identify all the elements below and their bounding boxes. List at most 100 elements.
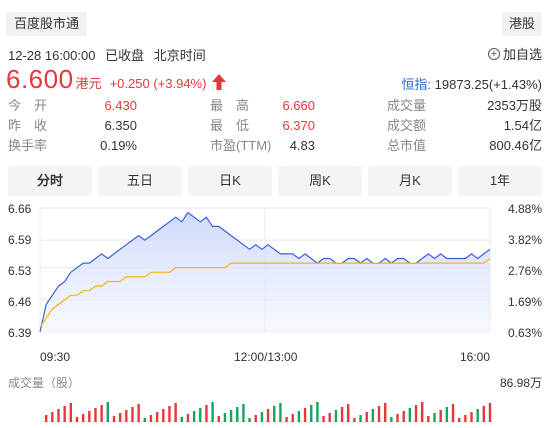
volume-bar [174,403,177,422]
intraday-chart[interactable]: 6.66 6.59 6.53 6.46 6.39 4.88% 3.82% 2.7… [0,198,550,428]
stat-value: 4.83 [289,138,315,153]
stat-value: 6.430 [104,98,137,113]
volume-bar [488,403,492,422]
stat-label: 换手率 [8,138,48,153]
quote-datetime: 12-28 16:00:00 [8,48,96,63]
add-watchlist-button[interactable]: + 加自选 [487,44,542,63]
volume-bar [359,415,362,422]
stat-turnover-rate: 换手率 0.19% [8,136,186,156]
volume-bar [94,408,97,422]
timezone-label: 北京时间 [153,48,206,63]
volume-bar [155,412,159,422]
index-info[interactable]: 恒指: 19873.25(+1.43%) [401,74,542,93]
stat-label: 总市值 [387,138,427,153]
stat-open: 今 开 6.430 [8,96,186,116]
volume-bar [328,413,331,422]
volume-bar [402,411,405,422]
tab-daily-k[interactable]: 日K [188,166,272,196]
plus-circle-icon: + [487,47,500,60]
stat-value: 800.46亿 [489,138,542,153]
volume-bar [439,410,442,422]
volume-bar [223,413,227,422]
volume-bar [44,415,48,422]
stats-row: 换手率 0.19% 市盈(TTM) 4.83 总市值 800.46亿 [8,136,542,156]
stat-label: 今 开 [8,98,48,113]
market-status: 已收盘 [105,48,145,63]
volume-bar [482,406,486,422]
tab-intraday[interactable]: 分时 [8,166,92,196]
volume-bar [316,402,319,422]
volume-bar [384,403,387,422]
volume-bar [242,404,245,422]
volume-max-label: 86.98万 [499,376,542,390]
price-area-fill [40,212,490,332]
stat-value: 1.54亿 [503,118,542,133]
volume-bar [106,402,110,422]
volume-bar [457,418,461,422]
y-axis-percent-label: 0.63% [507,326,542,340]
stat-value: 6.370 [282,118,315,133]
y-axis-price-label: 6.59 [8,233,32,247]
price-row: 6.600 港元 +0.250 (+3.94%) [6,64,227,95]
y-axis-percent-label: 1.69% [507,295,542,309]
volume-bar [75,417,79,422]
quote-time-line: 12-28 16:00:00 已收盘 北京时间 [8,45,212,64]
volume-bar [347,404,350,422]
volume-bar [51,412,54,422]
tab-monthly-k[interactable]: 月K [368,166,452,196]
volume-bar [137,404,140,422]
stat-volume: 成交量 2353万股 [364,96,542,116]
volume-bar [88,411,91,422]
volume-bar [81,414,85,422]
index-name[interactable]: 恒指: [401,77,432,92]
volume-bar [248,418,251,422]
volume-bar [211,402,214,422]
price-change: +0.250 (+3.94%) [109,76,207,91]
y-axis-percent-label: 4.88% [507,202,542,216]
volume-bar [69,403,73,422]
stat-prev-close: 昨 收 6.350 [8,116,186,136]
volume-bar [427,416,430,422]
volume-bar [371,409,375,422]
volume-bar [199,408,202,422]
volume-bar [217,416,220,422]
current-price: 6.600 [6,64,74,94]
volume-bar [260,412,264,422]
up-arrow-icon [212,74,227,90]
volume-bar [131,407,134,422]
stat-label: 最 低 [210,118,250,133]
volume-bar [168,406,171,422]
y-axis-price-label: 6.46 [8,295,32,309]
index-value: 19873.25(+1.43%) [431,77,542,92]
volume-bar [266,409,270,422]
volume-bar [470,412,473,422]
volume-bar [118,413,122,422]
stats-row: 今 开 6.430 最 高 6.660 成交量 2353万股 [8,96,542,116]
x-axis-label: 16:00 [460,350,491,364]
average-price-series-line [39,258,491,328]
add-watchlist-label: 加自选 [502,47,542,62]
volume-bar [353,418,356,422]
volume-bar [365,412,368,422]
intraday-chart-svg [39,207,492,423]
volume-bar [100,405,103,422]
volume-bar [254,415,257,422]
volume-bar [162,409,165,422]
volume-bar [192,411,196,422]
stat-pe-ttm: 市盈(TTM) 4.83 [186,136,364,156]
y-axis-percent-label: 2.76% [507,264,542,278]
x-axis-label: 09:30 [40,350,71,364]
y-axis-percent-label: 3.82% [507,233,542,247]
tab-one-year[interactable]: 1年 [458,166,542,196]
tab-weekly-k[interactable]: 周K [278,166,362,196]
stat-label: 昨 收 [8,118,48,133]
volume-bar [408,408,412,422]
volume-bar [445,407,449,422]
tab-five-day[interactable]: 五日 [98,166,182,196]
volume-bar [334,410,338,422]
stat-label: 成交量 [387,98,427,113]
volume-bar [112,416,116,422]
stat-value: 6.660 [282,98,315,113]
volume-bar [186,414,190,422]
volume-bar [420,402,424,422]
